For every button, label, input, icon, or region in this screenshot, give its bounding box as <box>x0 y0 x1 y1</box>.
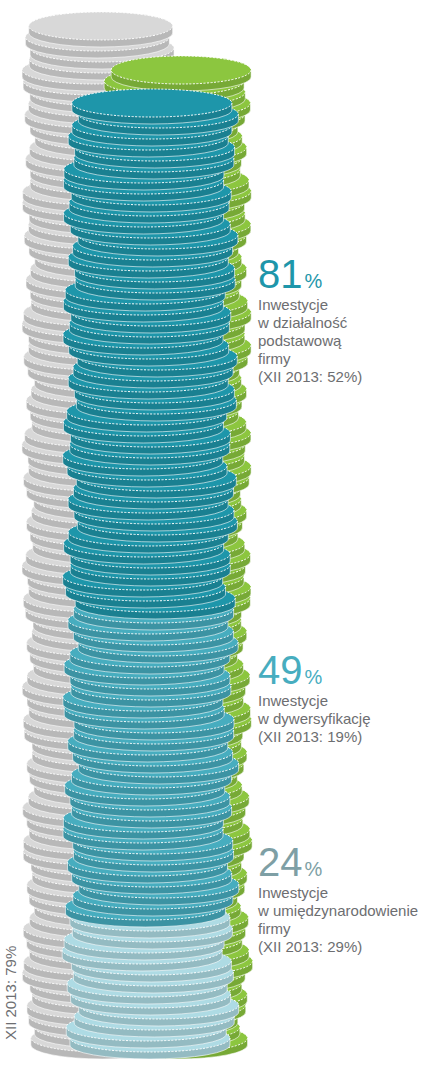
category-label: Inwestycjew działalnośćpodstawowąfirmy <box>257 296 348 367</box>
stack-segment <box>63 595 239 927</box>
annotation: (XII 2013: 29%) <box>258 938 362 955</box>
annotation: (XII 2013: 52%) <box>258 368 362 385</box>
chart-svg: 81%Inwestycjew działalnośćpodstawowąfirm… <box>0 0 437 1065</box>
labels: 81%Inwestycjew działalnośćpodstawowąfirm… <box>2 252 418 1040</box>
value-label: 49% <box>258 648 323 692</box>
coin-top <box>29 12 173 40</box>
annotation: XII 2013: 79% <box>2 946 19 1040</box>
chart-container: 81%Inwestycjew działalnośćpodstawowąfirm… <box>0 0 437 1065</box>
marks <box>22 12 253 1059</box>
coin-top <box>111 56 251 84</box>
background-stacks <box>22 12 253 1059</box>
coin-top <box>72 89 232 117</box>
category-label: Inwestycjew umiędzynarodowieniefirmy <box>257 884 418 937</box>
coin <box>111 56 251 91</box>
category-label: Inwestycjew dywersyfikację <box>257 692 371 727</box>
stack-segment <box>62 903 239 1059</box>
coin <box>72 89 232 124</box>
annotation: (XII 2013: 19%) <box>258 728 362 745</box>
coin <box>29 12 173 47</box>
value-label: 24% <box>258 840 323 884</box>
stack-segment <box>63 89 239 619</box>
value-label: 81% <box>258 252 323 296</box>
